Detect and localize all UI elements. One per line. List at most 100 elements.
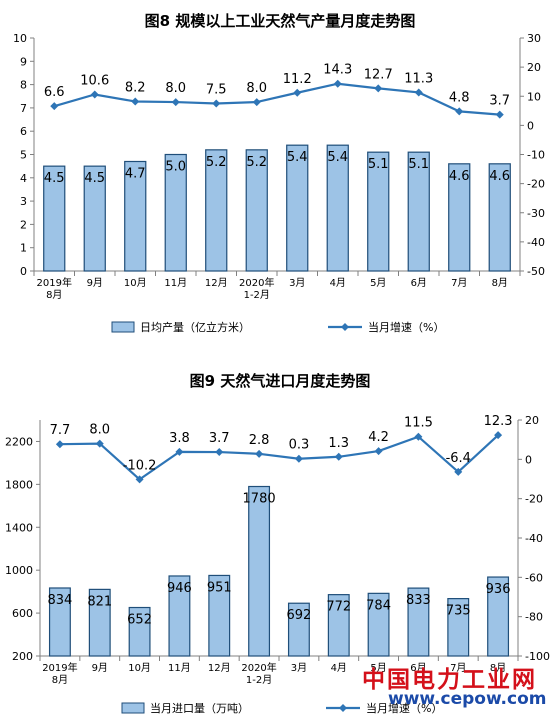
chart2-right-tick-label: -20 [525,493,543,506]
chart1-bar [407,151,430,272]
chart2-category-label: 3月 [291,662,307,674]
chart2-growth-label: 7.7 [50,423,71,438]
chart1-growth-label: 11.2 [283,72,312,87]
chart1-growth-label: 8.0 [165,81,186,96]
chart1-left-tick-label: 5 [20,149,27,162]
chart2-category-label: 2020年 [241,661,276,674]
chart2-growth-point [55,440,64,449]
chart2-category-label: 7月 [450,662,466,674]
watermark-url: www.cepow.com [388,689,547,709]
chart1-bar-label: 4.5 [44,171,65,186]
chart2-right-tick-label: 0 [525,453,532,466]
chart2-growth-point [215,448,224,457]
chart2-legend-bar-swatch [121,702,145,714]
chart1-legend-bar-swatch [111,321,135,333]
chart1-bar-label: 4.6 [449,169,470,184]
chart1-category-label: 10月 [124,277,147,289]
chart1-title: 图8 规模以上工业天然气产量月度走势图 [144,12,416,30]
chart2-growth-label: 1.3 [328,436,349,451]
chart2-growth-point [374,447,383,456]
chart2-category-label: 1-2月 [246,674,272,686]
chart2-bar-label: 784 [366,598,391,613]
chart2-growth-point [294,454,303,463]
watermark-text: 中国电力工业网 [362,667,537,693]
chart2-bar-label: 735 [446,604,471,619]
chart1-growth-label: 11.3 [404,71,433,86]
chart1-left-tick-label: 3 [20,195,27,208]
chart1-category-label: 8月 [492,277,508,289]
chart2-bar-label: 1780 [243,492,276,507]
chart1-growth-point [252,98,261,107]
chart1-growth-point [333,79,342,88]
chart1-category-label: 7月 [451,277,467,289]
chart1-category-label: 4月 [330,277,346,289]
chart2-bar [88,588,111,657]
chart2-bar-label: 772 [326,600,351,615]
chart2-right-tick-label: -60 [525,571,543,584]
chart1-right-tick-label: -20 [527,178,545,191]
chart1-left-tick-label: 4 [20,172,27,185]
chart2-growth-label: 11.5 [404,416,433,431]
chart1-bar-label: 5.1 [408,157,429,172]
chart1-left-tick-label: 7 [20,102,27,115]
chart2-growth-point [175,447,184,456]
chart1-bar [164,153,187,272]
chart1-bar-label: 5.0 [165,160,186,175]
chart2-category-label: 9月 [92,662,108,674]
chart1-bar [326,144,349,272]
chart2-category-label: 10月 [128,662,151,674]
chart1-bar-label: 4.5 [84,171,105,186]
chart2-bar [487,576,510,657]
chart2-category-label: 12月 [208,662,231,674]
chart2-category-label: 6月 [410,662,426,674]
chart1-left-tick-label: 10 [13,32,27,45]
chart2-right-tick-label: -100 [525,650,550,663]
chart2-legend-line-marker [339,704,347,712]
chart1-bar-label: 5.2 [206,155,227,170]
chart2-bar [168,575,191,657]
chart2-growth-label: 12.3 [484,414,513,429]
chart1-bar-label: 5.4 [287,150,308,165]
chart1-bar [245,149,268,272]
chart1-right-tick-label: -30 [527,207,545,220]
chart2-bar-label: 834 [48,593,73,608]
chart2-growth-label: 8.0 [89,423,110,438]
chart1-legend-line-marker [341,323,349,331]
chart2-category-label: 2019年 [42,661,77,674]
chart1-bar-label: 4.7 [125,166,146,181]
chart1-right-tick-label: -10 [527,149,545,162]
chart2-growth-point [334,452,343,461]
chart2-growth-point [95,439,104,448]
chart2-left-tick-label: 600 [12,607,33,620]
chart1-category-label: 6月 [411,277,427,289]
chart2-growth-point [255,449,264,458]
chart2-left-tick-label: 1800 [5,478,33,491]
chart1-category-label: 11月 [164,277,187,289]
chart2-right-tick-label: 20 [525,414,539,427]
chart2-bar-label: 946 [167,581,192,596]
chart1-growth-point [50,102,59,111]
chart2-category-label: 8月 [52,674,68,686]
chart2-growth-label: 3.8 [169,431,190,446]
chart1-bar [286,144,309,272]
chart2-growth-point [135,475,144,484]
chart1-right-tick-label: -50 [527,265,545,278]
chart1-growth-point [495,110,504,119]
chart2-bar [48,587,71,657]
chart1-growth-label: 10.6 [80,74,109,89]
chart1-category-label: 3月 [289,277,305,289]
chart1-category-label: 2020年 [239,276,274,289]
chart1-growth-point [374,84,383,93]
chart2-bar [407,587,430,657]
chart1-right-tick-label: 0 [527,119,534,132]
chart1-category-label: 2019年 [37,276,72,289]
chart1-growth-point [293,88,302,97]
chart1-bar [488,163,511,272]
chart2-right-tick-label: -40 [525,532,543,545]
chart2-growth-label: 3.7 [209,431,230,446]
chart2-left-tick-label: 2200 [5,435,33,448]
chart1-bar [448,163,471,272]
chart2-figure: 200 600 1000 1400 1800 2200 -100 -80 -60 -40 -20 0 2… [5,414,550,715]
chart1-growth-label: 12.7 [364,67,393,82]
chart1-left-tick-label: 6 [20,125,27,138]
